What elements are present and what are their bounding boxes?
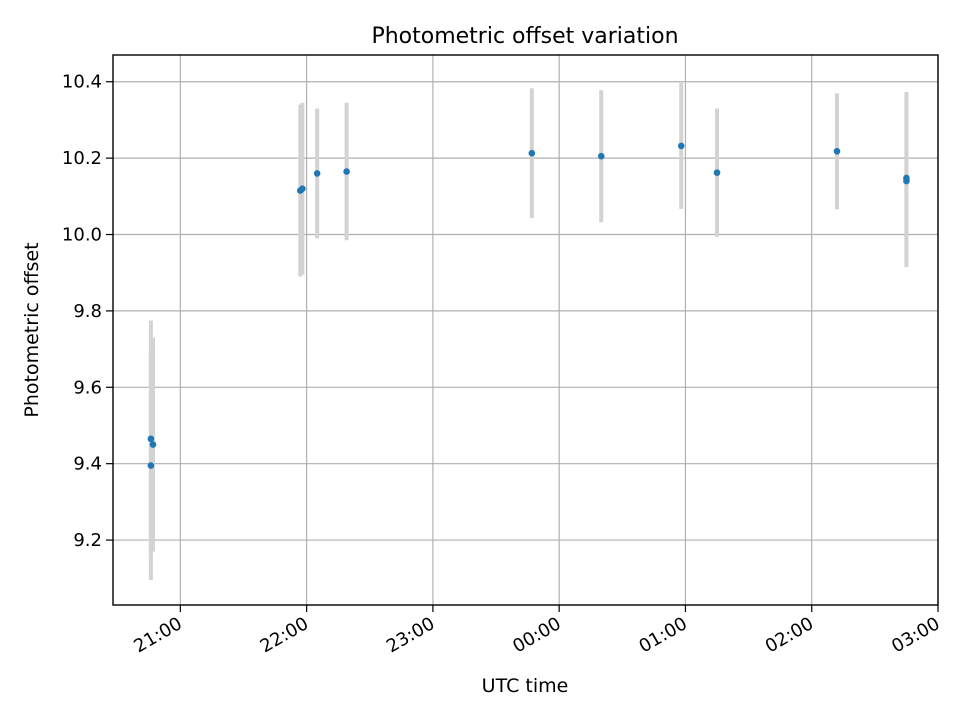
- data-point: [343, 168, 350, 175]
- data-point: [313, 170, 321, 177]
- data-point: [299, 185, 306, 192]
- y-axis-ticks: 9.2 9.4 9.6 9.8 10.0 10.2 10.4: [62, 72, 113, 551]
- data-point: [677, 142, 685, 150]
- chart-title: Photometric offset variation: [371, 24, 678, 49]
- y-tick-label: 10.2: [62, 148, 102, 169]
- data-point: [903, 174, 910, 182]
- x-axis-label: UTC time: [482, 675, 569, 697]
- plot-area-frame: [112, 54, 939, 606]
- y-tick-label: 10.0: [62, 225, 102, 246]
- y-tick-label: 10.4: [62, 72, 102, 93]
- y-tick-label: 9.4: [73, 454, 102, 475]
- data-point: [149, 441, 157, 448]
- y-axis-label: Photometric offset: [21, 242, 43, 417]
- data-point: [147, 435, 155, 443]
- grid: [113, 55, 939, 605]
- data-points: [147, 142, 910, 469]
- y-tick-label: 9.8: [73, 301, 102, 322]
- data-point: [833, 147, 841, 155]
- data-point: [713, 169, 721, 176]
- data-point: [597, 152, 605, 160]
- data-point: [147, 462, 155, 469]
- y-tick-label: 9.2: [73, 530, 102, 551]
- y-tick-label: 9.6: [73, 377, 102, 398]
- data-point: [528, 149, 536, 157]
